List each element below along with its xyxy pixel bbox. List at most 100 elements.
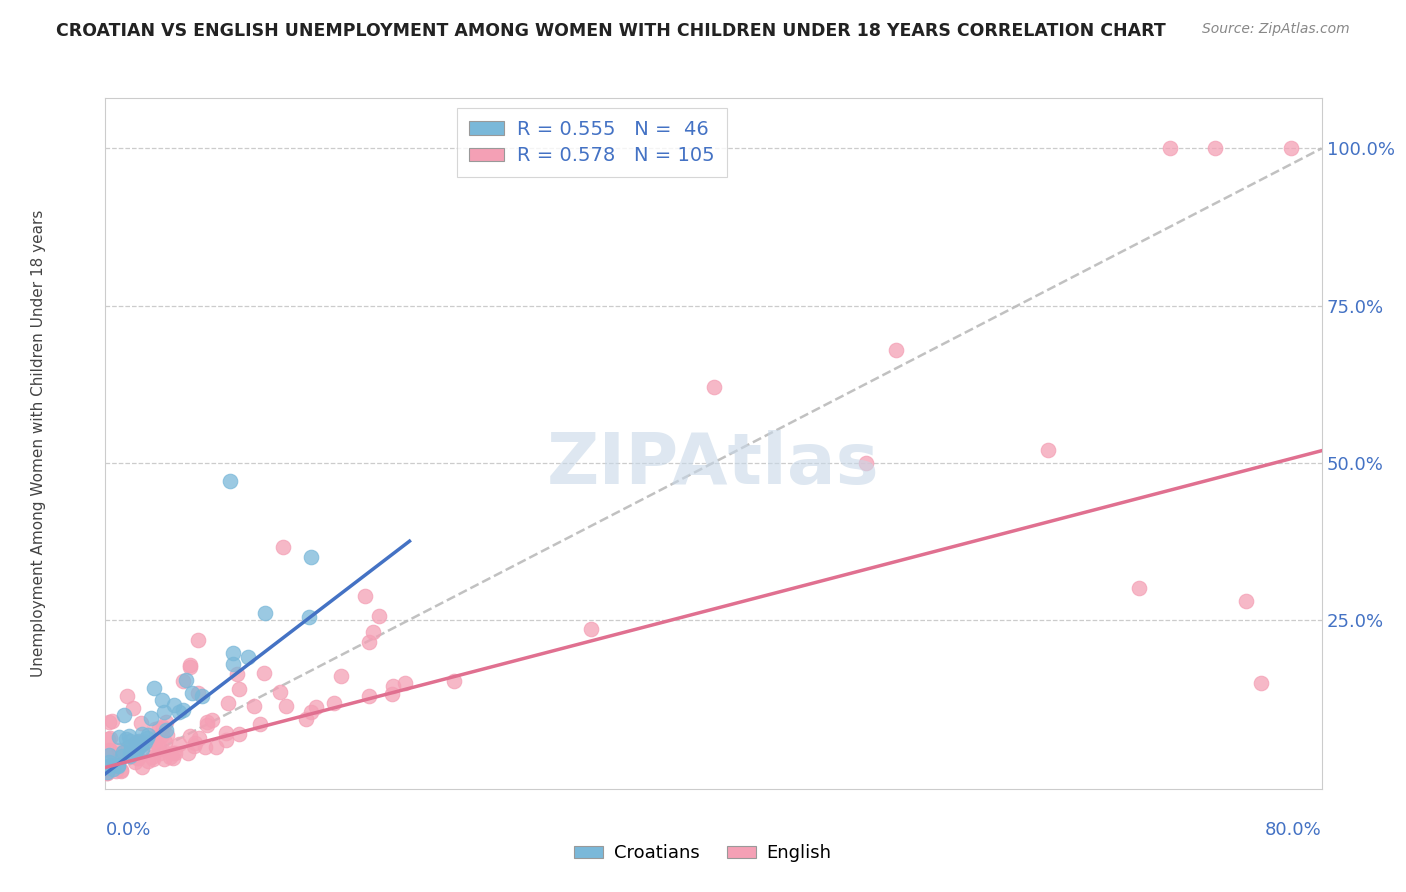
Point (105, 758, 128, 772)
Point (111, 746, 134, 760)
Point (236, 649, 259, 664)
Point (128, 734, 150, 748)
Point (184, 736, 207, 750)
Point (115, 689, 138, 703)
Point (107, 758, 129, 772)
Point (172, 702, 194, 716)
Point (191, 690, 214, 704)
Point (117, 729, 139, 743)
Text: 0.0%: 0.0% (105, 821, 150, 838)
Point (167, 737, 190, 751)
Point (129, 716, 152, 731)
Point (141, 750, 163, 764)
Point (357, 689, 380, 703)
Point (253, 606, 276, 620)
Point (162, 751, 184, 765)
Point (98, 758, 121, 772)
Point (131, 726, 153, 740)
Point (187, 686, 209, 700)
Point (276, 698, 298, 713)
Point (148, 721, 170, 735)
Point (1279, 141, 1302, 155)
Point (125, 744, 148, 758)
Point (181, 686, 204, 700)
Point (222, 646, 245, 660)
Point (205, 739, 228, 754)
Point (110, 764, 132, 778)
Point (155, 723, 177, 738)
Point (1234, 594, 1257, 608)
Point (228, 682, 250, 697)
Point (855, 456, 877, 470)
Point (183, 739, 205, 753)
Point (163, 698, 186, 712)
Point (150, 742, 173, 756)
Point (177, 747, 200, 761)
Point (131, 737, 153, 751)
Point (96, 764, 118, 779)
Point (201, 713, 224, 727)
Point (217, 696, 239, 710)
Point (97, 758, 120, 772)
Point (152, 720, 174, 734)
Point (145, 731, 167, 745)
Point (271, 541, 294, 555)
Point (394, 676, 416, 690)
Point (179, 729, 201, 743)
Point (122, 701, 145, 715)
Point (148, 741, 170, 756)
Point (361, 624, 384, 639)
Point (1250, 675, 1272, 690)
Point (329, 669, 352, 683)
Point (269, 685, 291, 699)
Point (110, 763, 132, 777)
Point (98, 748, 121, 763)
Point (1204, 141, 1226, 155)
Point (96, 765, 118, 780)
Point (125, 743, 148, 757)
Point (581, 623, 603, 637)
Point (299, 549, 322, 564)
Point (162, 747, 184, 761)
Point (117, 739, 139, 754)
Point (294, 712, 316, 726)
Text: Unemployment Among Women with Children Under 18 years: Unemployment Among Women with Children U… (31, 211, 46, 677)
Point (368, 609, 391, 624)
Point (222, 657, 245, 671)
Point (159, 750, 181, 764)
Point (1128, 582, 1150, 596)
Text: ZIPAtlas: ZIPAtlas (547, 430, 880, 499)
Point (143, 735, 166, 749)
Legend: Croatians, English: Croatians, English (567, 838, 839, 870)
Point (105, 764, 128, 778)
Point (194, 740, 217, 755)
Point (98, 756, 121, 770)
Point (97, 731, 120, 746)
Point (152, 752, 174, 766)
Point (359, 635, 381, 649)
Point (443, 673, 465, 688)
Point (97, 743, 120, 757)
Point (153, 705, 176, 719)
Text: CROATIAN VS ENGLISH UNEMPLOYMENT AMONG WOMEN WITH CHILDREN UNDER 18 YEARS CORREL: CROATIAN VS ENGLISH UNEMPLOYMENT AMONG W… (56, 22, 1166, 40)
Point (127, 740, 149, 755)
Point (98, 731, 121, 745)
Point (702, 380, 725, 394)
Point (172, 673, 194, 688)
Point (1036, 443, 1059, 458)
Point (249, 717, 271, 731)
Point (125, 751, 148, 765)
Point (179, 657, 201, 672)
Point (243, 699, 266, 714)
Point (112, 707, 135, 722)
Point (118, 749, 141, 764)
Point (100, 744, 122, 758)
Point (111, 749, 134, 764)
Point (155, 714, 177, 729)
Point (187, 632, 209, 647)
Point (382, 679, 405, 693)
Point (136, 728, 159, 742)
Point (195, 715, 218, 730)
Point (305, 700, 328, 714)
Point (120, 739, 142, 754)
